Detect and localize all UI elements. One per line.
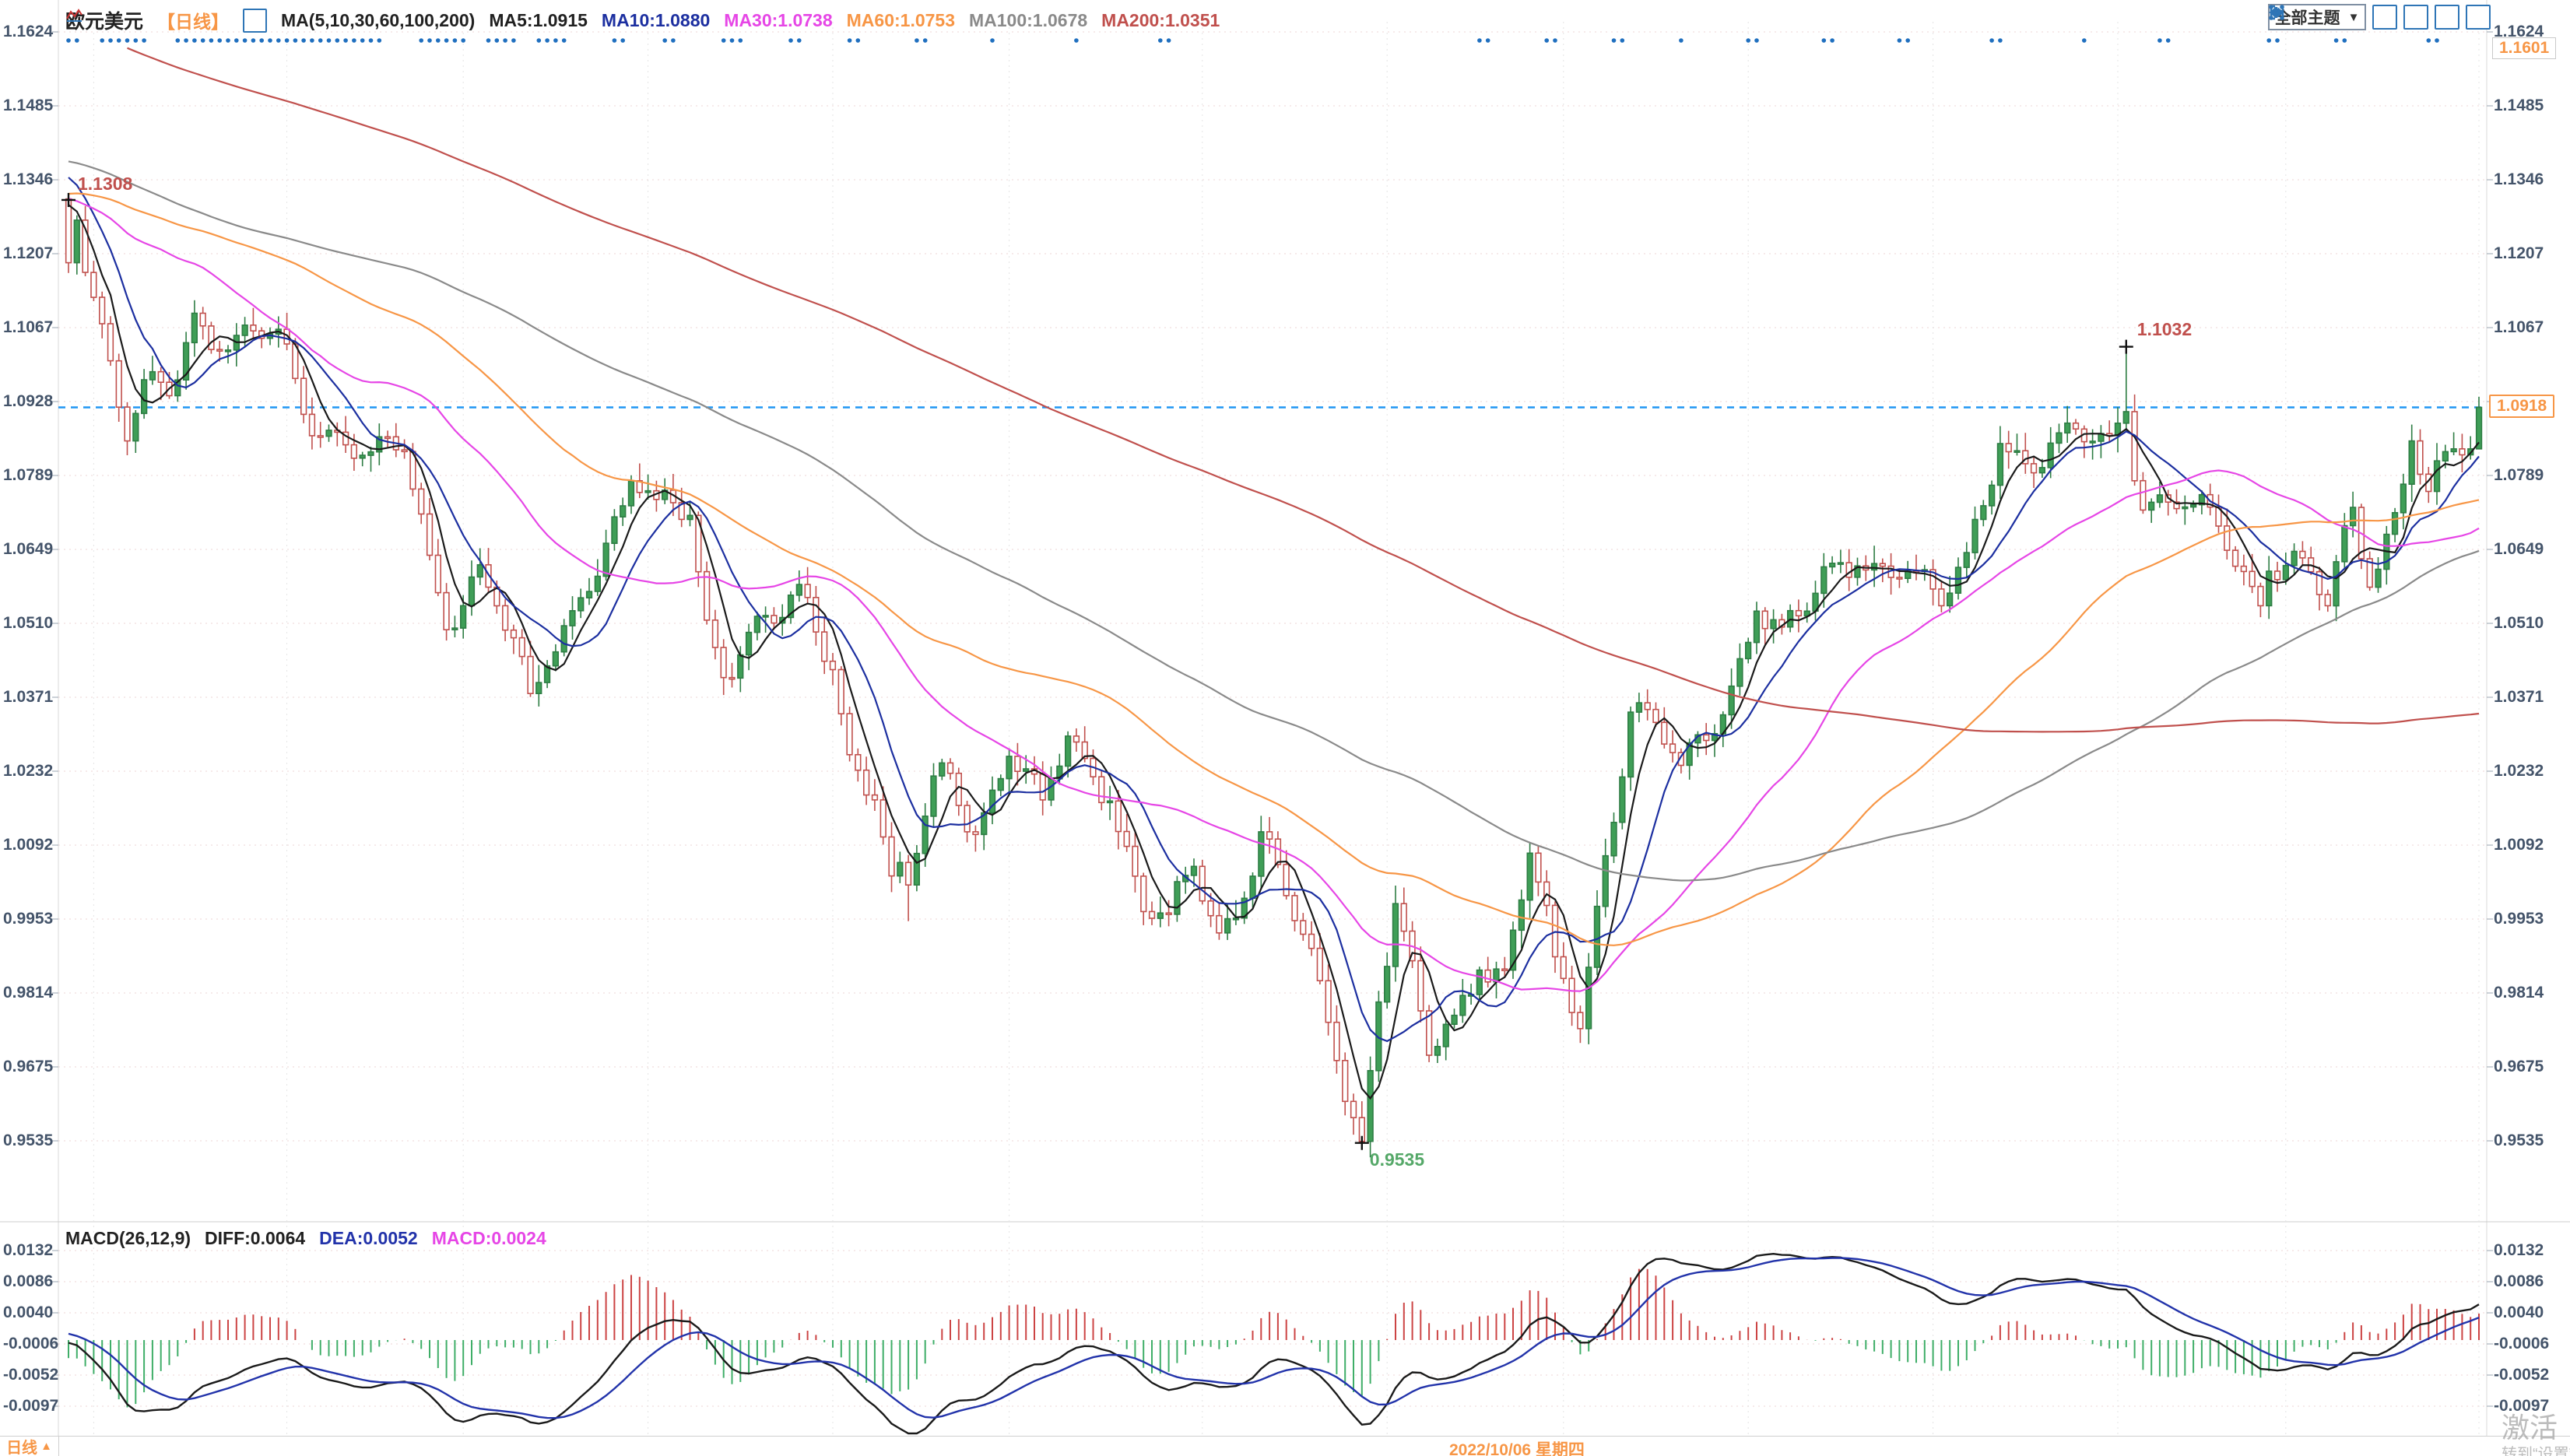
ma-group-label: MA(5,10,30,60,100,200) bbox=[281, 9, 476, 30]
macd-legend-values: DIFF:0.0064 DEA:0.0052 MACD:0.0024 bbox=[205, 1228, 546, 1249]
ma-value-label: MA200:1.0351 bbox=[1101, 9, 1220, 30]
ma-values-legend: MA5:1.0915 MA10:1.0880 MA30:1.0738 MA60:1.0… bbox=[489, 10, 1220, 31]
macd-value-label: DEA:0.0052 bbox=[319, 1228, 418, 1248]
zoom-in-icon[interactable] bbox=[2270, 5, 2459, 30]
selected-date-label: 2022/10/06 星期四 bbox=[1446, 1437, 1588, 1456]
macd-value-label: MACD:0.0024 bbox=[431, 1228, 546, 1248]
jump-latest-icon[interactable] bbox=[2270, 5, 2491, 30]
chevron-down-icon: ▼ bbox=[2347, 10, 2360, 24]
symbol-legend: 欧元美元 【日线】 MA(5,10,30,60,100,200) MA5:1.0… bbox=[65, 6, 1220, 34]
period-button[interactable]: 日线 ▲ bbox=[0, 1436, 59, 1456]
ma-value-label: MA10:1.0880 bbox=[601, 9, 711, 30]
ma-value-label: MA5:1.0915 bbox=[489, 9, 588, 30]
macd-legend-title: MACD(26,12,9) bbox=[65, 1228, 191, 1248]
ma-value-label: MA60:1.0753 bbox=[846, 9, 955, 30]
period-tag: 【日线】 bbox=[157, 12, 230, 32]
ma-value-label: MA30:1.0738 bbox=[724, 9, 833, 30]
ma-value-label: MA100:1.0678 bbox=[969, 9, 1088, 30]
theme-dropdown[interactable]: 全部主题 ▼ bbox=[2268, 4, 2366, 30]
pan-icon[interactable] bbox=[2269, 5, 2397, 30]
theme-dropdown-label: 全部主题 bbox=[2274, 9, 2340, 27]
chart-type-icon[interactable] bbox=[66, 8, 268, 33]
date-axis-bar bbox=[0, 1436, 2570, 1456]
watermark-line2: 转到“设置”以激活 Windows。 bbox=[2502, 1446, 2570, 1456]
toolbar: 全部主题 ▼ bbox=[2268, 4, 2491, 30]
zoom-fit-icon[interactable] bbox=[2269, 5, 2428, 30]
macd-value-label: DIFF:0.0064 bbox=[205, 1228, 306, 1248]
watermark-line1: 激活 bbox=[2502, 1412, 2558, 1444]
last-price-tag: 1.0918 bbox=[2489, 395, 2555, 418]
range-high-tag: 1.1601 bbox=[2492, 37, 2557, 59]
period-button-label: 日线 bbox=[6, 1439, 38, 1456]
macd-legend: MACD(26,12,9) DIFF:0.0064 DEA:0.0052 MACD:… bbox=[65, 1228, 546, 1249]
triangle-up-icon: ▲ bbox=[40, 1439, 52, 1453]
